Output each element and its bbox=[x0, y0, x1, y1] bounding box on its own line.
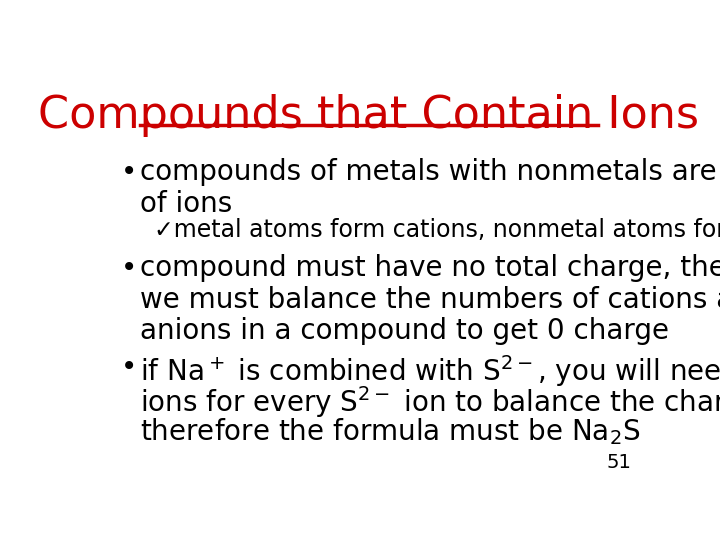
Text: we must balance the numbers of cations and: we must balance the numbers of cations a… bbox=[140, 286, 720, 314]
Text: •: • bbox=[121, 254, 137, 282]
Text: ✓metal atoms form cations, nonmetal atoms for anions: ✓metal atoms form cations, nonmetal atom… bbox=[154, 218, 720, 242]
Text: Compounds that Contain Ions: Compounds that Contain Ions bbox=[38, 94, 700, 137]
Text: if Na$^+$ is combined with S$^{2-}$, you will need 2 Na$^+$: if Na$^+$ is combined with S$^{2-}$, you… bbox=[140, 353, 720, 389]
Text: anions in a compound to get 0 charge: anions in a compound to get 0 charge bbox=[140, 317, 669, 345]
Text: •: • bbox=[121, 353, 137, 381]
Text: compounds of metals with nonmetals are made: compounds of metals with nonmetals are m… bbox=[140, 158, 720, 186]
Text: 51: 51 bbox=[606, 453, 631, 472]
Text: •: • bbox=[121, 158, 137, 186]
Text: compound must have no total charge, therefore: compound must have no total charge, ther… bbox=[140, 254, 720, 282]
Text: ions for every S$^{2-}$ ion to balance the charges,: ions for every S$^{2-}$ ion to balance t… bbox=[140, 384, 720, 421]
Text: of ions: of ions bbox=[140, 190, 233, 218]
Text: therefore the formula must be Na$_2$S: therefore the formula must be Na$_2$S bbox=[140, 416, 641, 447]
